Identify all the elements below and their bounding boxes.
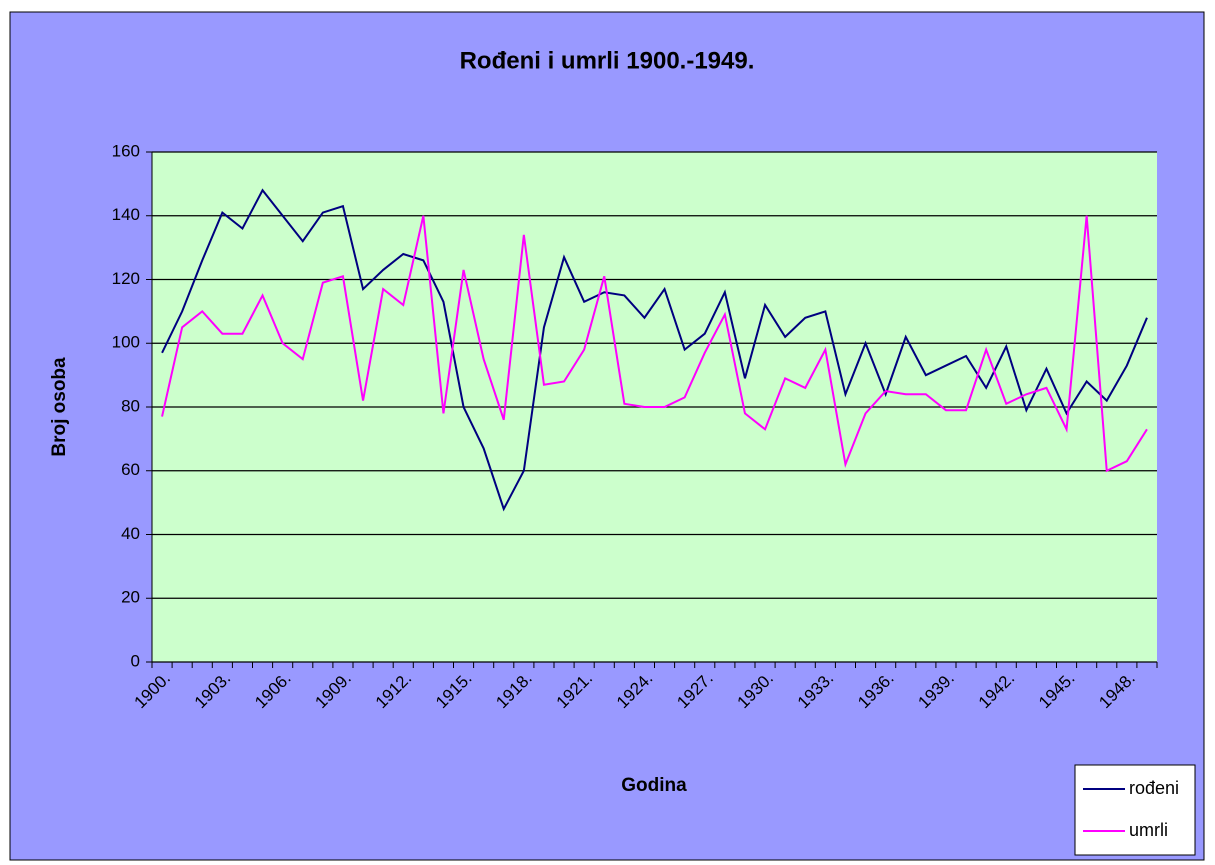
y-tick-label: 20 bbox=[121, 588, 140, 607]
legend-label: umrli bbox=[1129, 820, 1168, 840]
y-tick-label: 80 bbox=[121, 396, 140, 415]
legend bbox=[1074, 764, 1196, 856]
y-tick-label: 120 bbox=[112, 269, 140, 288]
y-tick-label: 140 bbox=[112, 205, 140, 224]
y-tick-label: 100 bbox=[112, 333, 140, 352]
y-tick-label: 0 bbox=[131, 651, 140, 670]
y-tick-label: 60 bbox=[121, 460, 140, 479]
series-line bbox=[161, 188, 1148, 512]
y-axis-title: Broj osoba bbox=[49, 357, 70, 457]
legend-label: rođeni bbox=[1129, 778, 1179, 798]
series-line bbox=[161, 215, 1148, 473]
y-tick-label: 40 bbox=[121, 524, 140, 543]
x-axis-title: Godina bbox=[621, 775, 687, 796]
y-tick-label: 160 bbox=[112, 141, 140, 160]
chart-title: Rođeni i umrli 1900.-1949. bbox=[460, 47, 755, 74]
